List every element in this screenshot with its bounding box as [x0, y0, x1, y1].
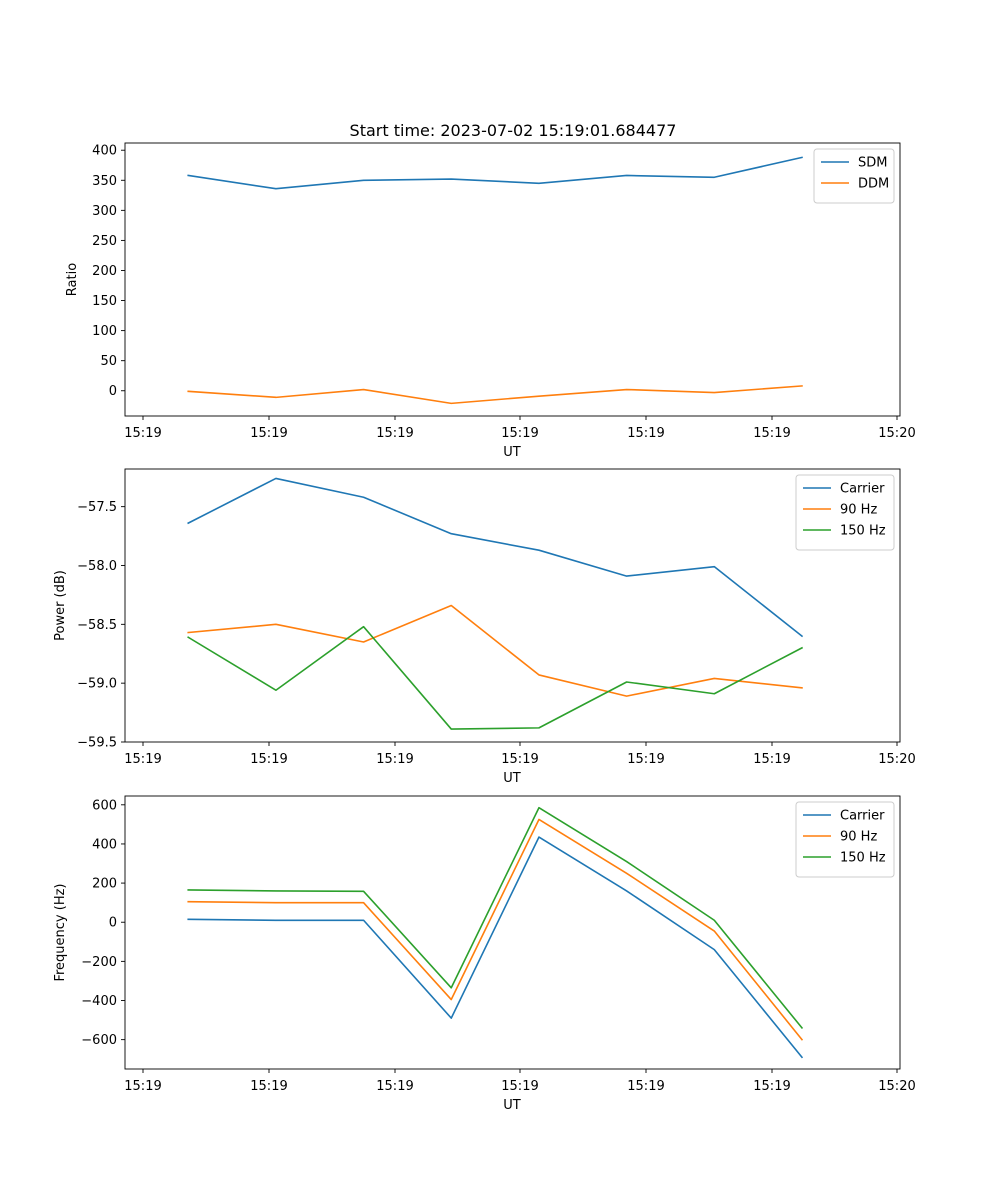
power-y-tick-label: −58.0	[77, 559, 117, 574]
frequency-series-line-90-hz	[187, 818, 804, 1041]
frequency-series-line-carrier	[187, 836, 804, 1059]
power-x-tick-label: 15:19	[627, 752, 664, 767]
power-series-line-150-hz	[187, 625, 804, 730]
frequency-y-tick-label: −400	[81, 994, 117, 1009]
frequency-y-tick-label: 200	[92, 877, 117, 892]
frequency-x-tick-label: 15:20	[878, 1079, 915, 1094]
ratio-legend-label: SDM	[858, 156, 887, 171]
power-x-tick-label: 15:19	[376, 752, 413, 767]
ratio-y-tick-label: 300	[92, 204, 117, 219]
power-x-axis-label: UT	[503, 771, 521, 786]
power-legend-label: 150 Hz	[840, 524, 886, 539]
ratio-y-tick-label: 200	[92, 264, 117, 279]
power-series-line-90-hz	[187, 604, 803, 697]
ratio-panel: 15:19 15:19 15:19 15:19 15:19 15:19 15:20 UT 0 50…	[65, 142, 916, 460]
frequency-x-tick-label: 15:19	[627, 1079, 664, 1094]
frequency-series-line-150-hz	[187, 806, 804, 1030]
power-x-tick-label: 15:19	[124, 752, 161, 767]
frequency-x-tick-label: 15:19	[250, 1079, 287, 1094]
frequency-panel: 15:19 15:19 15:19 15:19 15:19 15:19 15:20 UT −60…	[53, 795, 916, 1113]
ratio-y-axis-label: Ratio	[65, 263, 80, 296]
frequency-x-axis-label: UT	[503, 1098, 521, 1113]
power-legend-label: 90 Hz	[840, 503, 877, 518]
ratio-x-tick-label: 15:19	[250, 426, 287, 441]
frequency-y-tick-label: 600	[92, 798, 117, 813]
ratio-x-tick-label: 15:19	[753, 426, 790, 441]
frequency-x-tick-label: 15:19	[376, 1079, 413, 1094]
power-y-tick-label: −59.0	[77, 677, 117, 692]
power-axes-frame	[124, 468, 901, 743]
ratio-axes-frame	[124, 142, 901, 417]
power-x-tick-label: 15:20	[878, 752, 915, 767]
frequency-y-tick-label: −200	[81, 955, 117, 970]
ratio-x-tick-label: 15:19	[627, 426, 664, 441]
ratio-legend-label: DDM	[858, 177, 889, 192]
power-legend-label: Carrier	[840, 482, 885, 497]
ratio-x-tick-label: 15:19	[376, 426, 413, 441]
frequency-legend-label: 150 Hz	[840, 851, 886, 866]
frequency-x-tick-label: 15:19	[501, 1079, 538, 1094]
power-y-tick-label: −58.5	[77, 618, 117, 633]
ratio-y-tick-label: 350	[92, 174, 117, 189]
power-x-tick-label: 15:19	[501, 752, 538, 767]
power-y-tick-label: −59.5	[77, 736, 117, 751]
ratio-y-tick-label: 250	[92, 234, 117, 249]
ratio-y-tick-label: 50	[100, 354, 117, 369]
power-panel: 15:19 15:19 15:19 15:19 15:19 15:19 15:20 UT −59…	[53, 468, 916, 786]
ratio-series-line-sdm	[187, 156, 803, 190]
frequency-y-tick-label: −600	[81, 1033, 117, 1048]
frequency-y-axis-label: Frequency (Hz)	[53, 883, 68, 981]
ratio-x-tick-label: 15:19	[501, 426, 538, 441]
power-x-tick-label: 15:19	[753, 752, 790, 767]
ratio-series-line-ddm	[187, 385, 803, 405]
ratio-y-tick-label: 100	[92, 324, 117, 339]
frequency-legend-label: 90 Hz	[840, 830, 877, 845]
power-series-line-carrier	[187, 477, 804, 638]
power-legend-box	[795, 474, 895, 551]
power-y-axis-label: Power (dB)	[53, 570, 68, 641]
frequency-legend-label: Carrier	[840, 809, 885, 824]
frequency-legend-box	[795, 801, 895, 878]
frequency-axes-frame	[124, 795, 901, 1070]
frequency-y-tick-label: 0	[109, 916, 117, 931]
power-y-tick-label: −57.5	[77, 500, 117, 515]
ratio-y-tick-label: 150	[92, 294, 117, 309]
ratio-x-tick-label: 15:20	[878, 426, 915, 441]
ratio-y-tick-label: 400	[92, 144, 117, 159]
frequency-x-tick-label: 15:19	[753, 1079, 790, 1094]
frequency-y-tick-label: 400	[92, 837, 117, 852]
ratio-x-tick-label: 15:19	[124, 426, 161, 441]
ratio-x-axis-label: UT	[503, 445, 521, 460]
chart-title: Start time: 2023-07-02 15:19:01.684477	[350, 121, 677, 140]
power-x-tick-label: 15:19	[250, 752, 287, 767]
ratio-y-tick-label: 0	[109, 384, 117, 399]
frequency-x-tick-label: 15:19	[124, 1079, 161, 1094]
